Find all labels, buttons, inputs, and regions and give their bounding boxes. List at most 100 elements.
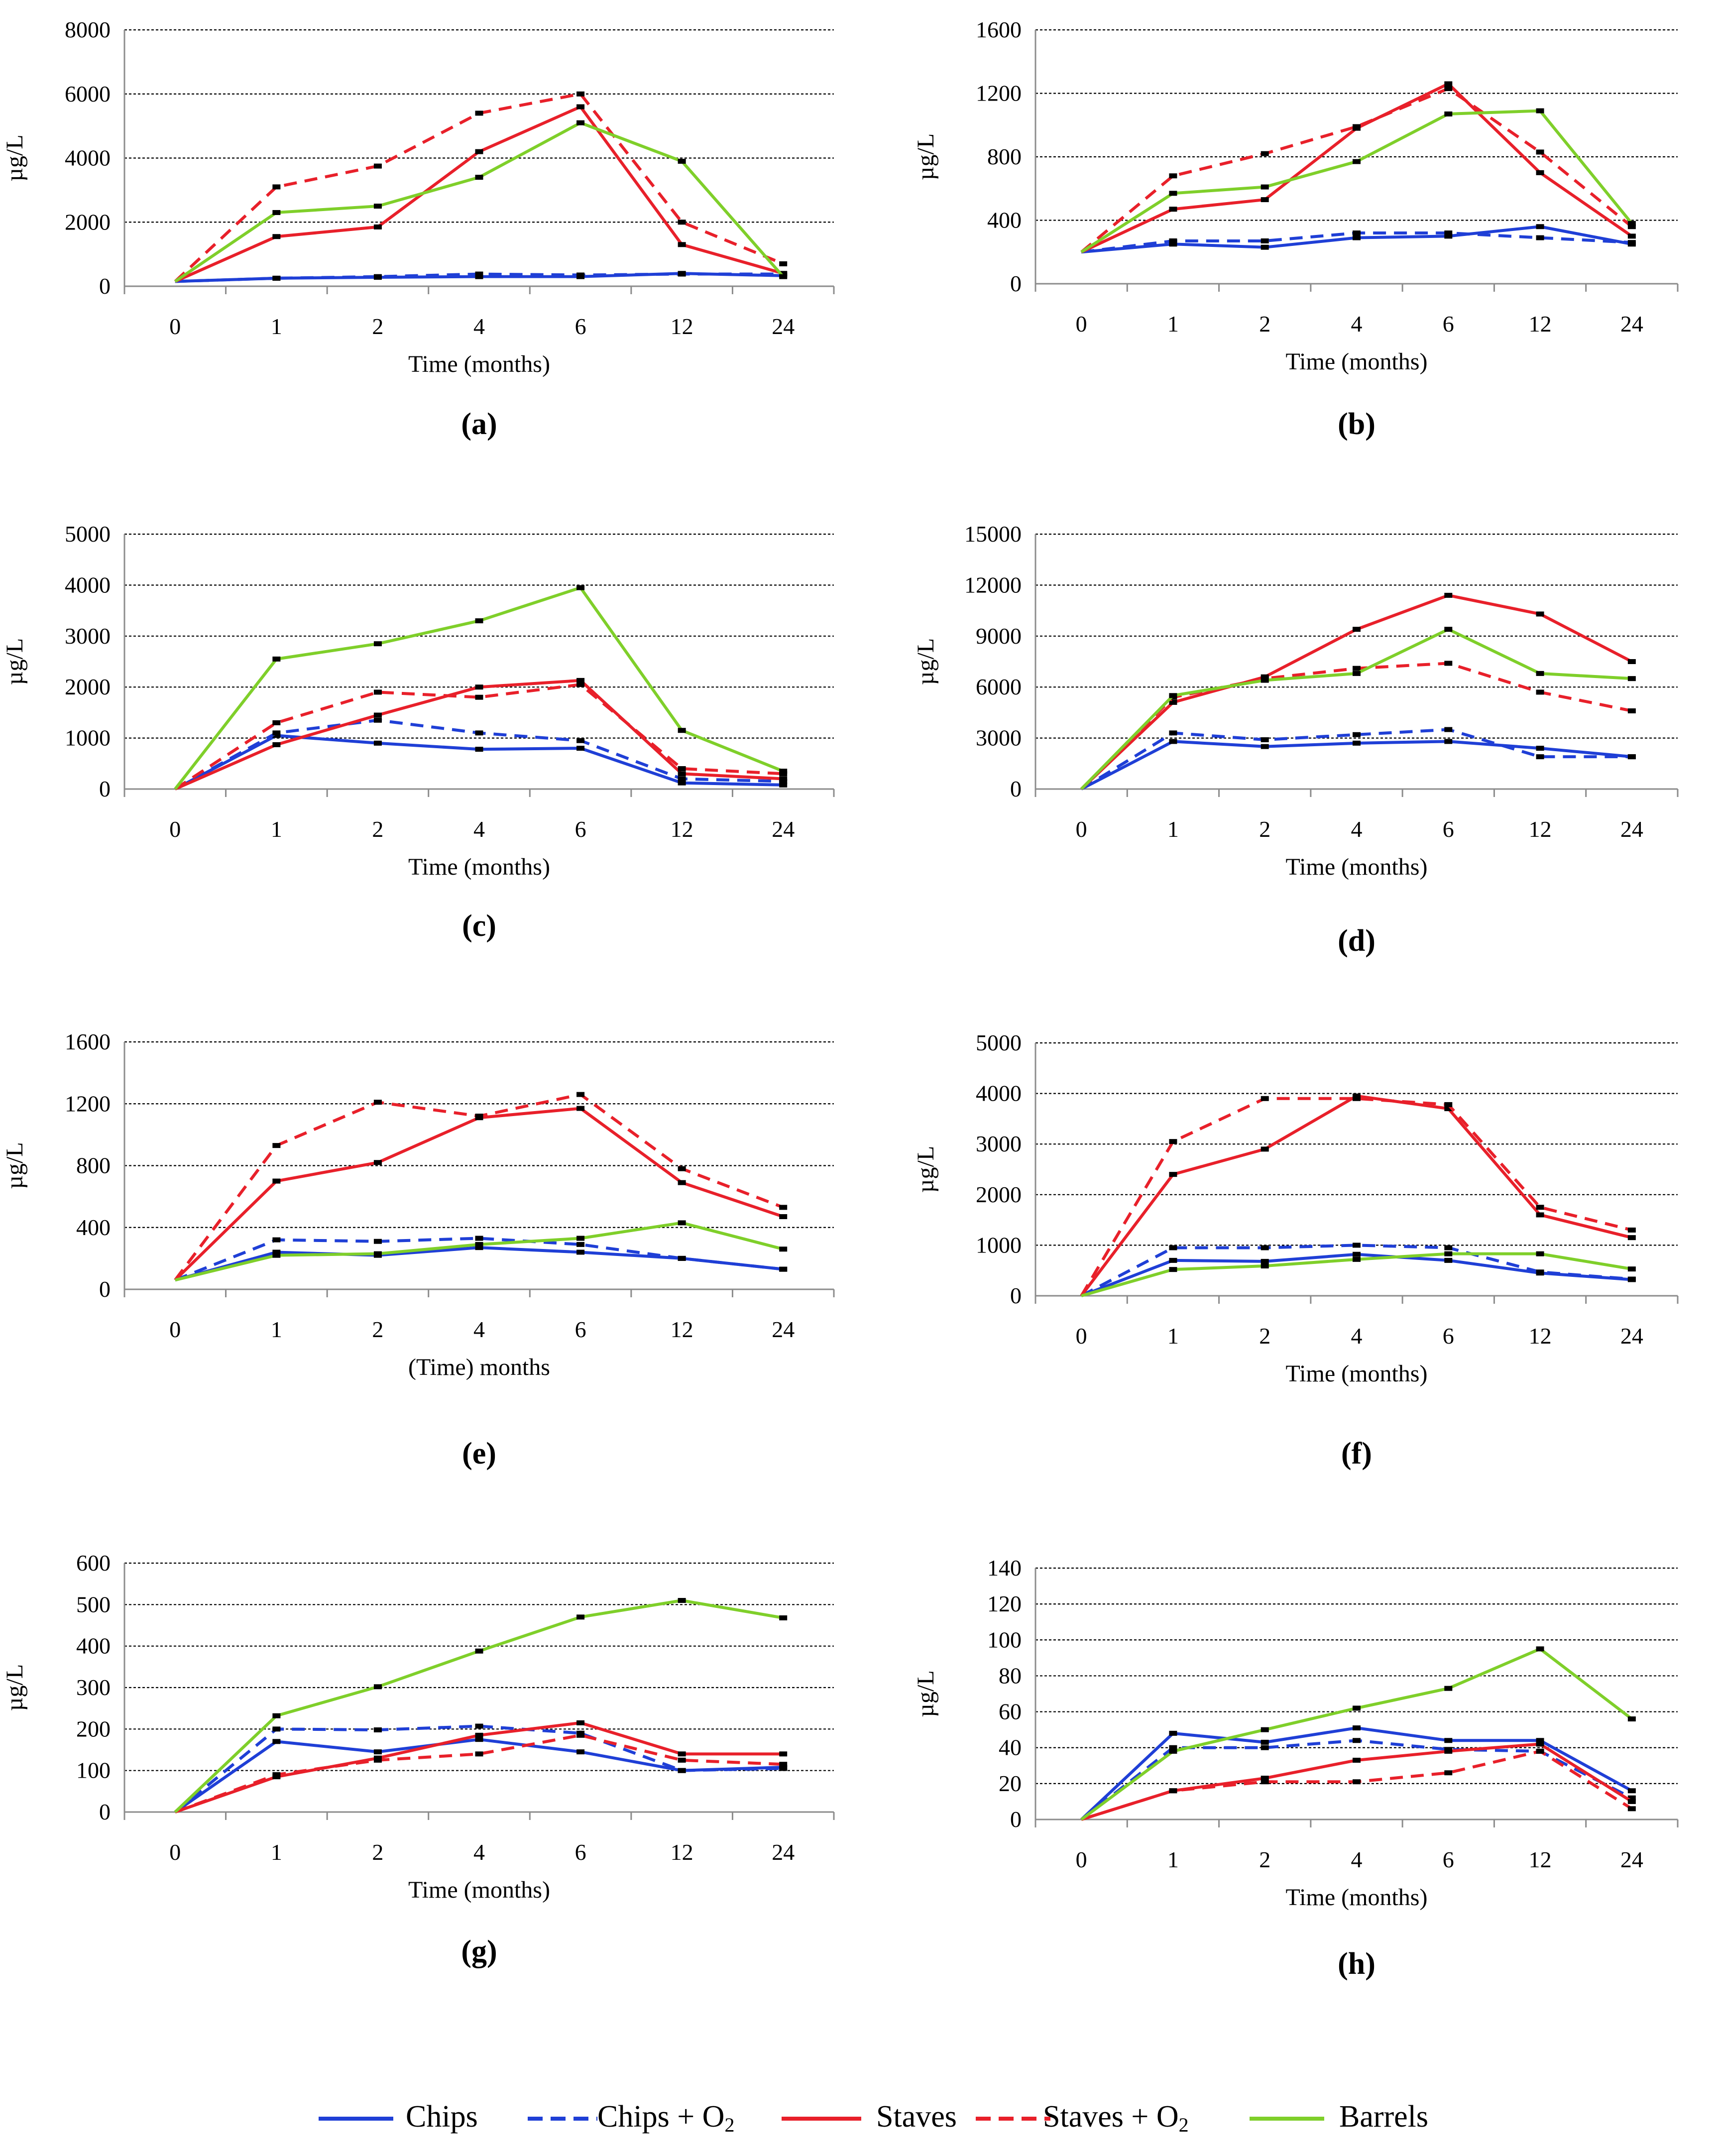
data-point-chips-o2: [1169, 1745, 1177, 1750]
y-tick-label: 5000: [65, 521, 111, 547]
data-point-barrels: [272, 656, 281, 662]
y-tick-label: 0: [1010, 1283, 1022, 1308]
data-point-chips-o2: [1169, 1245, 1177, 1250]
y-tick-label: 800: [987, 144, 1022, 169]
data-point-chips-o2: [678, 271, 686, 277]
legend-label-staves-o: Staves + O2: [1043, 2100, 1189, 2136]
x-axis-title: Time (months): [1286, 854, 1428, 880]
panel-label: (f): [1341, 1437, 1372, 1471]
x-tick-label: 2: [372, 816, 383, 842]
x-tick-label: 6: [575, 1839, 586, 1865]
x-tick-label: 24: [772, 816, 795, 842]
y-tick-label: 0: [99, 1276, 111, 1302]
x-tick-label: 4: [1351, 816, 1363, 842]
data-point-staves: [1536, 611, 1544, 617]
x-tick-label: 12: [1529, 1323, 1552, 1349]
data-point-barrels: [576, 585, 585, 590]
x-tick-label: 12: [1529, 816, 1552, 842]
y-tick-label: 0: [99, 273, 111, 299]
data-point-chips: [1444, 739, 1453, 744]
data-point-barrels: [576, 120, 585, 125]
data-point-chips: [678, 780, 686, 786]
data-point-chips: [1169, 241, 1177, 247]
data-point-chips-o2: [475, 730, 483, 736]
x-axis-title: Time (months): [408, 1877, 550, 1903]
data-point-chips: [1627, 1788, 1636, 1794]
data-point-staves: [1444, 81, 1453, 87]
x-tick-label: 2: [372, 1317, 383, 1342]
x-tick-label: 2: [372, 1839, 383, 1865]
x-tick-label: 0: [169, 816, 181, 842]
data-point-staves: [576, 1106, 585, 1111]
data-point-chips: [1444, 233, 1453, 239]
data-point-staves-o2: [1444, 1102, 1453, 1107]
panel-label: (a): [461, 407, 497, 441]
data-point-staves-o2: [1627, 1806, 1636, 1812]
data-point-staves: [1444, 592, 1453, 598]
data-point-staves-o2: [1627, 224, 1636, 229]
x-tick-label: 1: [271, 1317, 282, 1342]
data-point-chips-o2: [1169, 730, 1177, 736]
series-line-chips: [174, 1246, 784, 1282]
data-point-chips-o2: [1353, 732, 1361, 737]
data-point-barrels: [1353, 1705, 1361, 1711]
data-point-staves: [576, 1720, 585, 1725]
data-point-staves-o2: [678, 220, 686, 225]
data-point-staves-o2: [1353, 666, 1361, 671]
x-tick-label: 4: [1351, 1847, 1363, 1872]
y-tick-label: 400: [76, 1633, 111, 1659]
panel-label: (g): [461, 1934, 497, 1968]
y-tick-label: 200: [76, 1716, 111, 1741]
data-point-barrels: [272, 210, 281, 215]
x-tick-label: 4: [1351, 311, 1363, 337]
data-point-chips-o2: [1627, 1795, 1636, 1801]
data-point-chips-o2: [576, 738, 585, 743]
data-point-staves: [1536, 1741, 1544, 1747]
data-point-staves: [1169, 207, 1177, 212]
data-point-chips-o2: [779, 1266, 788, 1272]
x-axis-title: (Time) months: [408, 1354, 550, 1380]
data-point-chips-o2: [272, 1237, 281, 1243]
data-point-barrels: [1444, 111, 1453, 116]
x-tick-label: 6: [1443, 816, 1454, 842]
y-tick-label: 300: [76, 1675, 111, 1700]
data-point-staves: [576, 678, 585, 683]
x-tick-label: 4: [473, 314, 485, 339]
data-point-chips: [1353, 1251, 1361, 1257]
data-point-barrels: [475, 1648, 483, 1654]
data-point-barrels: [373, 204, 382, 209]
data-point-barrels: [1353, 671, 1361, 676]
data-point-barrels: [475, 1242, 483, 1247]
data-point-staves: [1444, 1748, 1453, 1754]
data-point-barrels: [373, 641, 382, 647]
data-point-chips-o2: [1536, 1269, 1544, 1275]
data-point-barrels: [1169, 1267, 1177, 1272]
data-point-staves: [1627, 1799, 1636, 1804]
data-point-chips-o2: [1261, 1745, 1269, 1750]
x-tick-label: 24: [772, 314, 795, 339]
x-tick-label: 12: [671, 1839, 693, 1865]
data-point-staves: [1627, 1235, 1636, 1241]
x-tick-label: 1: [1167, 1323, 1179, 1349]
x-tick-label: 4: [473, 1317, 485, 1342]
data-point-chips-o2: [1444, 230, 1453, 235]
data-point-barrels: [1353, 159, 1361, 164]
y-tick-label: 5000: [976, 1030, 1022, 1055]
panel-label: (c): [462, 909, 496, 943]
x-tick-label: 4: [1351, 1323, 1363, 1349]
y-tick-label: 3000: [65, 623, 111, 649]
data-point-staves-o2: [1444, 86, 1453, 91]
x-tick-label: 6: [1443, 1847, 1454, 1872]
x-tick-label: 0: [1076, 816, 1087, 842]
legend-label-barrels: Barrels: [1339, 2100, 1428, 2134]
data-point-chips: [576, 746, 585, 751]
data-point-staves: [272, 1178, 281, 1184]
data-point-chips: [272, 1249, 281, 1255]
data-point-chips: [1536, 1738, 1544, 1743]
data-point-chips-o2: [272, 275, 281, 281]
series-line-chips-o2: [1080, 728, 1632, 791]
y-tick-label: 1600: [65, 1029, 111, 1054]
data-point-staves: [678, 1751, 686, 1757]
